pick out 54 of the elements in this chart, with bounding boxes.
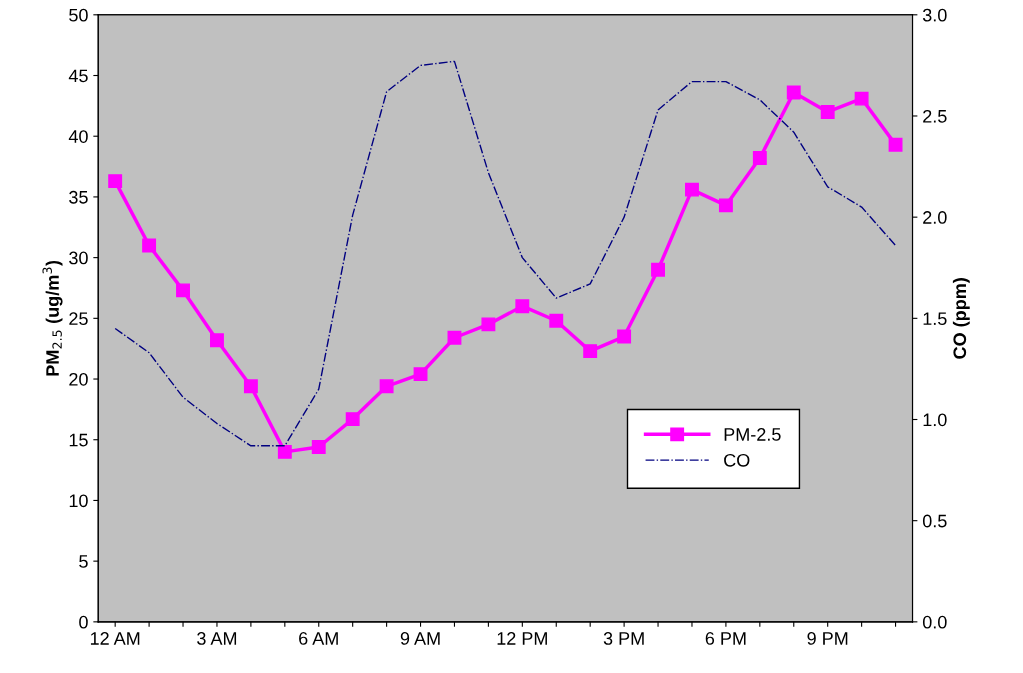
point [413, 367, 428, 382]
point [379, 379, 394, 394]
y-tick-label: 0 [79, 615, 88, 629]
point [277, 444, 292, 459]
legend-label: PM-2.5 [724, 428, 781, 441]
x-tick-label: 3 PM [603, 632, 644, 645]
point [718, 198, 733, 213]
point [752, 151, 767, 166]
y-tick-label: 5 [79, 555, 88, 568]
point [786, 85, 801, 100]
point [549, 313, 564, 328]
x-tick-label: 9 PM [807, 632, 848, 645]
x-tick-label: 6 AM [299, 632, 338, 645]
y2-tick-label: 3.0 [922, 8, 947, 22]
y-tick-label: 10 [69, 494, 88, 508]
y-tick-label: 40 [68, 130, 88, 143]
y-tick-label: 15 [69, 433, 88, 447]
point [617, 329, 632, 344]
y-axis-title: PM$_{2.5}$ (ug/m$^{3}$) [42, 260, 63, 376]
point [820, 104, 835, 119]
point [583, 344, 598, 359]
point [651, 262, 665, 277]
y-tick-label: 30 [69, 251, 88, 265]
y2-tick-label: 1.0 [923, 413, 947, 427]
y-tick-label: 50 [69, 8, 88, 22]
point [210, 333, 224, 348]
point [311, 440, 326, 454]
y2-tick-label: 2.0 [923, 211, 947, 224]
y2-tick-label: 0.5 [922, 514, 947, 528]
point [515, 299, 530, 314]
point [447, 330, 462, 345]
y2-axis-title: CO (ppm) [952, 278, 970, 359]
point [243, 379, 258, 394]
x-tick-label: 3 AM [197, 632, 237, 645]
x-tick-label: 12 PM [497, 632, 547, 645]
point [481, 317, 496, 332]
point [685, 182, 699, 197]
y-tick-label: 45 [68, 69, 88, 83]
x-tick-label: 9 AM [400, 632, 440, 645]
y-tick-label: 20 [69, 372, 88, 386]
y2-tick-label: 0.0 [922, 615, 947, 629]
legend-label: CO [724, 453, 750, 467]
point [142, 238, 157, 253]
point [888, 137, 903, 152]
point [345, 412, 360, 427]
x-tick-label: 12 AM [90, 632, 140, 645]
point [854, 91, 869, 106]
y2-tick-label: 1.5 [923, 312, 947, 326]
y-tick-label: 25 [69, 312, 88, 326]
point [108, 174, 123, 189]
y-tick-label: 35 [69, 190, 88, 204]
point [176, 283, 190, 298]
x-tick-label: 6 PM [705, 632, 746, 645]
y2-tick-label: 2.5 [923, 109, 947, 123]
